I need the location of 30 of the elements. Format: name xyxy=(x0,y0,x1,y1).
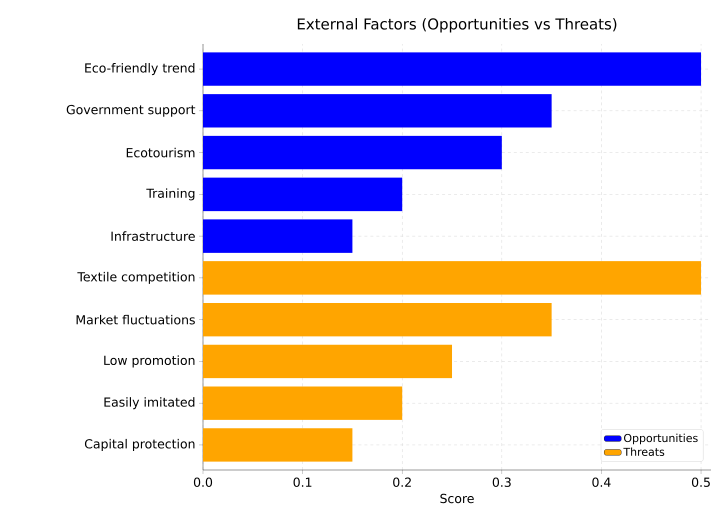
bar xyxy=(203,428,352,462)
bar xyxy=(203,302,552,336)
legend-label: Opportunities xyxy=(624,434,698,444)
x-tick-label: 0.4 xyxy=(592,478,611,487)
y-tick-label: Training xyxy=(146,188,194,200)
y-tick-label: Government support xyxy=(66,104,196,117)
y-tick-label: Textile competition xyxy=(77,272,194,284)
x-tick-label: 0.0 xyxy=(194,478,212,487)
y-tick-label: Eco-friendly trend xyxy=(85,63,194,76)
x-tick-label: 0.3 xyxy=(492,478,511,487)
bar xyxy=(203,261,702,295)
y-tick-label: Ecotourism xyxy=(126,148,194,158)
y-tick-label: Infrastructure xyxy=(111,231,195,241)
bar xyxy=(203,94,552,128)
x-tick-label: 0.5 xyxy=(692,478,710,487)
y-tick-label: Easily imitated xyxy=(104,397,194,410)
y-tick-label: Market fluctuations xyxy=(76,314,195,324)
bar xyxy=(203,386,402,420)
bar xyxy=(203,178,402,212)
legend-label: Threats xyxy=(623,447,664,456)
bar xyxy=(203,136,502,170)
bar xyxy=(203,219,352,253)
y-tick-label: Capital protection xyxy=(84,438,194,451)
x-tick-label: 0.2 xyxy=(393,478,411,487)
chart-title: External Factors (Opportunities vs Threats) xyxy=(298,18,616,33)
bar xyxy=(203,344,452,378)
bar xyxy=(203,52,702,86)
x-tick-label: 0.1 xyxy=(294,478,312,487)
y-tick-label: Low promotion xyxy=(104,355,194,368)
x-axis-title: Score xyxy=(440,494,474,504)
